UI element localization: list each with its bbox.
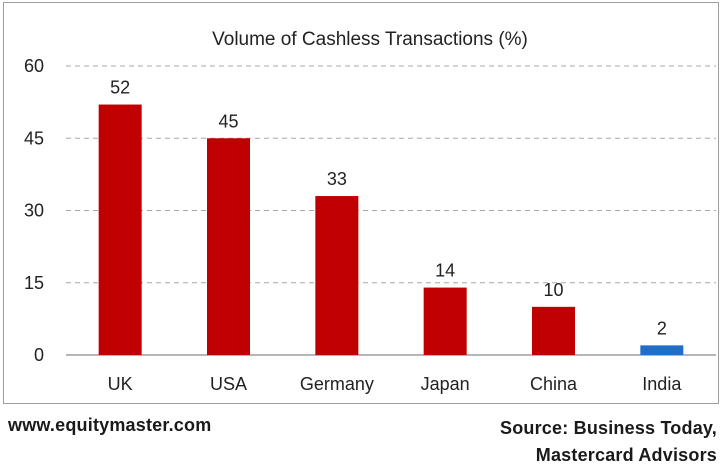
source-credit: Source: Business Today, Mastercard Advis…	[500, 415, 717, 469]
data-label: 10	[543, 280, 563, 300]
chart-frame: Volume of Cashless Transactions (%) 0 15 3…	[3, 2, 719, 404]
y-tick-label: 15	[24, 273, 44, 293]
bar-uk	[98, 104, 142, 356]
data-label: 2	[657, 318, 667, 338]
data-label: 33	[327, 169, 347, 189]
source-line-2: Mastercard Advisors	[535, 445, 717, 465]
bar-germany	[315, 196, 359, 355]
x-tick-label: Japan	[421, 374, 470, 394]
x-tick-label: Germany	[300, 374, 374, 394]
y-tick-label: 60	[24, 56, 44, 76]
x-tick-label: India	[642, 374, 682, 394]
bar-india	[640, 345, 684, 355]
data-labels: 52 45 33 14 10 2	[110, 78, 667, 339]
y-axis-ticks: 0 15 30 45 60	[24, 56, 44, 365]
bar-chart: Volume of Cashless Transactions (%) 0 15 3…	[24, 29, 716, 394]
source-line-1: Source: Business Today,	[500, 418, 717, 438]
website-credit: www.equitymaster.com	[8, 415, 212, 435]
x-axis-ticks: UK USA Germany Japan China India	[108, 374, 683, 394]
bars	[98, 104, 684, 356]
bar-china	[532, 306, 575, 355]
bar-usa	[207, 138, 250, 355]
x-tick-label: UK	[108, 374, 133, 394]
y-tick-label: 0	[34, 345, 44, 365]
x-tick-label: USA	[210, 374, 247, 394]
bar-japan	[423, 287, 467, 355]
gridlines	[66, 65, 716, 356]
chart-title: Volume of Cashless Transactions (%)	[212, 29, 528, 50]
data-label: 14	[435, 261, 455, 281]
y-tick-label: 45	[24, 128, 44, 148]
x-tick-label: China	[530, 374, 578, 394]
data-label: 52	[110, 78, 130, 98]
data-label: 45	[218, 111, 238, 131]
y-tick-label: 30	[24, 201, 44, 221]
